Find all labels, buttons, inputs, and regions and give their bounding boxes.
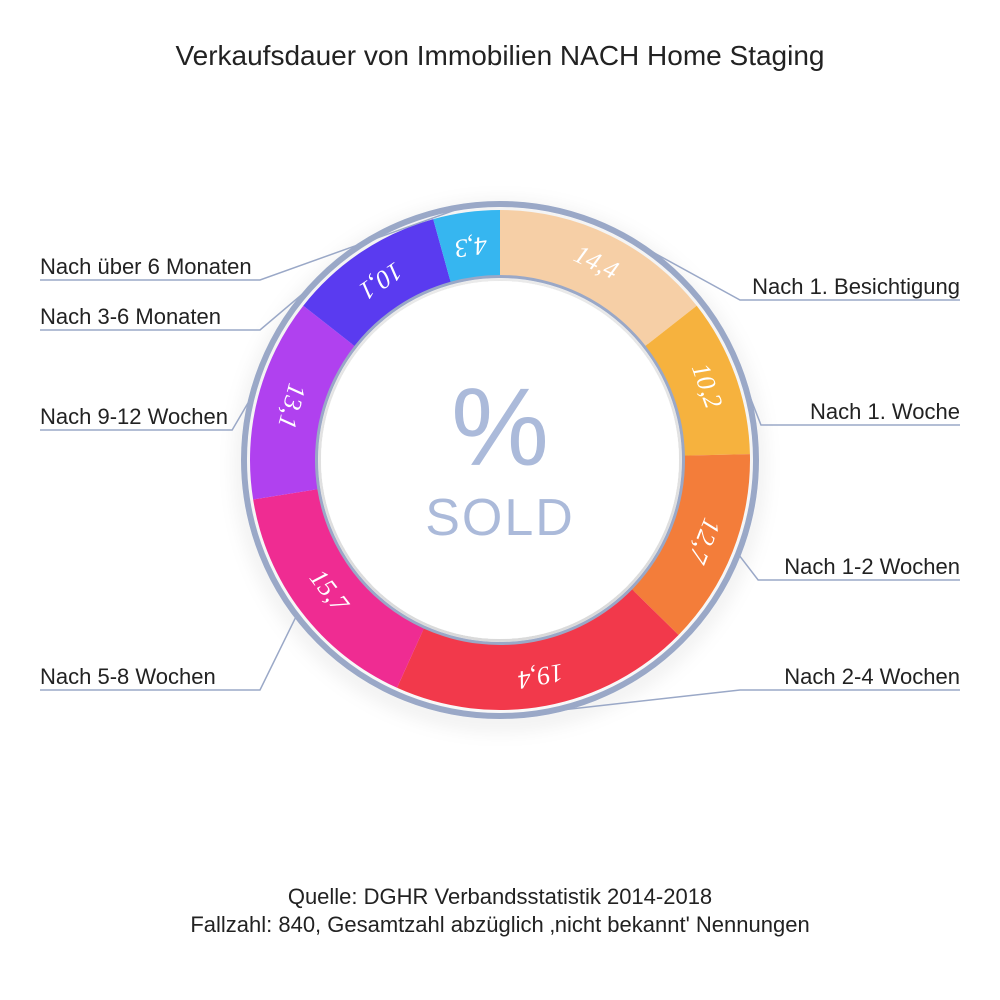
slice-label: Nach 5-8 Wochen bbox=[40, 664, 216, 689]
chart-footer: Quelle: DGHR Verbandsstatistik 2014-2018… bbox=[0, 883, 1000, 940]
slice-value: 4,3 bbox=[453, 230, 489, 263]
slice-label: Nach 1-2 Wochen bbox=[784, 554, 960, 579]
center-percent: % bbox=[451, 366, 549, 489]
slice-label: Nach 2-4 Wochen bbox=[784, 664, 960, 689]
footer-source: Quelle: DGHR Verbandsstatistik 2014-2018 bbox=[0, 883, 1000, 912]
footer-cases: Fallzahl: 840, Gesamtzahl abzüglich ‚nic… bbox=[0, 911, 1000, 940]
slice-label: Nach über 6 Monaten bbox=[40, 254, 252, 279]
chart-title: Verkaufsdauer von Immobilien NACH Home S… bbox=[0, 0, 1000, 72]
slice-label: Nach 1. Besichtigung bbox=[752, 274, 960, 299]
slice-label: Nach 1. Woche bbox=[810, 399, 960, 424]
slice-label: Nach 3-6 Monaten bbox=[40, 304, 221, 329]
center-sold: SOLD bbox=[425, 489, 575, 547]
slice-label: Nach 9-12 Wochen bbox=[40, 404, 228, 429]
donut-chart: 14,410,212,719,415,713,110,14,3Nach 1. B… bbox=[0, 130, 1000, 850]
